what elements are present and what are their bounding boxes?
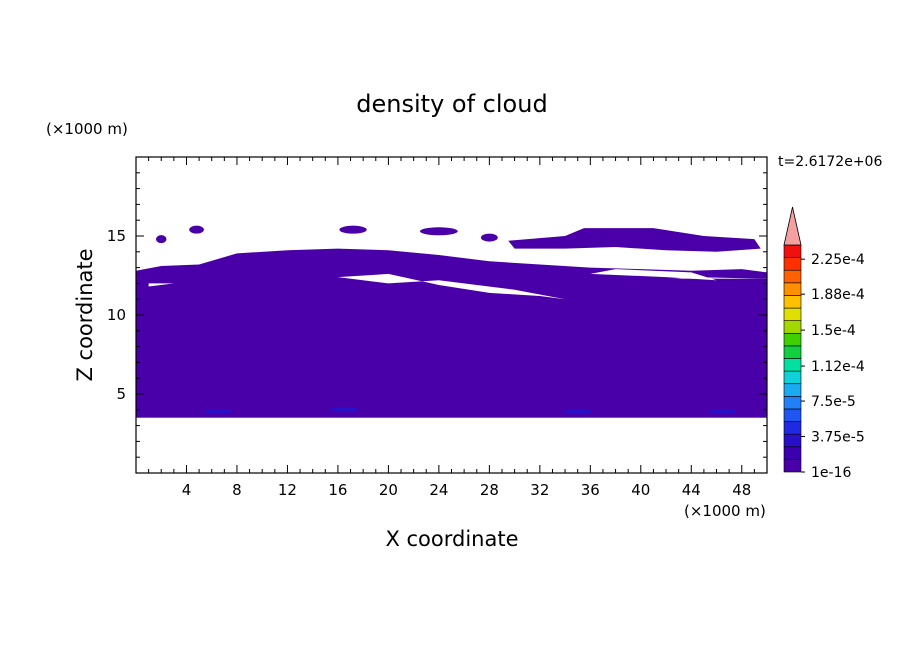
cloud-region — [508, 228, 761, 252]
cloud-gap — [148, 283, 174, 287]
colorbar-swatch — [783, 358, 802, 372]
colorbar-swatch — [783, 345, 802, 359]
colorbar-swatch — [783, 332, 802, 347]
cloud-region — [136, 248, 767, 311]
y-tick-label: 5 — [116, 385, 126, 403]
y-axis-label: Z coordinate — [73, 248, 97, 381]
x-tick-label: 24 — [429, 481, 448, 499]
colorbar: 1e-16 3.75e-5 7.5e-5 1.12e-4 1.5e-4 1.88e-4 2.… — [783, 206, 865, 481]
colorbar-label: 7.5e-5 — [811, 394, 856, 410]
x-tick-label: 48 — [732, 481, 751, 499]
x-ticks: 4 8 12 16 20 24 28 32 36 40 44 48 — [148, 157, 755, 499]
colorbar-swatch — [783, 282, 802, 296]
colorbar-swatch — [783, 320, 802, 334]
x-tick-label: 32 — [530, 481, 549, 499]
colorbar-swatch — [783, 408, 802, 422]
colorbar-label: 1e-16 — [811, 465, 851, 481]
y-ticks: 5 10 15 — [107, 172, 767, 458]
colorbar-overflow-arrow — [783, 206, 802, 246]
dense-patch — [330, 407, 359, 413]
chart-title: density of cloud — [356, 90, 547, 118]
cloud-blob — [189, 225, 204, 234]
cloud-blob — [419, 227, 458, 236]
colorbar-swatch — [783, 459, 802, 473]
cloud-blob — [480, 233, 498, 242]
colorbar-swatch — [783, 244, 802, 258]
x-tick-label: 28 — [480, 481, 499, 499]
dense-patch — [563, 408, 592, 414]
colorbar-swatch — [783, 396, 802, 410]
colorbar-swatch — [783, 383, 802, 397]
x-tick-label: 36 — [581, 481, 600, 499]
colorbar-label: 1.88e-4 — [811, 287, 865, 303]
x-tick-label: 4 — [182, 481, 192, 499]
x-tick-label: 44 — [682, 481, 701, 499]
cloud-field — [136, 225, 767, 418]
x-tick-label: 8 — [232, 481, 242, 499]
colorbar-label: 1.12e-4 — [811, 359, 865, 375]
x-tick-label: 40 — [631, 481, 650, 499]
colorbar-swatch — [783, 446, 802, 460]
x-axis-unit: (×1000 m) — [684, 502, 766, 520]
y-axis-unit: (×1000 m) — [46, 120, 128, 138]
y-tick-label: 10 — [107, 306, 126, 324]
cloud-blob — [155, 235, 167, 244]
y-tick-label: 15 — [107, 227, 126, 245]
dense-patch — [708, 408, 737, 414]
colorbar-swatch — [783, 269, 802, 284]
colorbar-swatch — [783, 295, 802, 309]
x-axis-label: X coordinate — [385, 527, 518, 551]
x-tick-label: 16 — [328, 481, 347, 499]
colorbar-swatch — [783, 307, 802, 321]
colorbar-swatch — [783, 370, 802, 385]
time-label: t=2.6172e+06 — [778, 154, 882, 170]
colorbar-label: 2.25e-4 — [811, 252, 865, 268]
cloud-gap — [590, 269, 717, 281]
colorbar-swatch — [783, 257, 802, 271]
x-tick-label: 12 — [278, 481, 297, 499]
cloud-gap — [337, 273, 566, 300]
colorbar-label: 3.75e-5 — [811, 430, 865, 446]
dense-patch — [204, 408, 233, 414]
cloud-blob — [339, 225, 367, 234]
x-tick-label: 20 — [379, 481, 398, 499]
colorbar-label: 1.5e-4 — [811, 323, 856, 339]
colorbar-swatch — [783, 433, 802, 448]
colorbar-swatch — [783, 421, 802, 435]
